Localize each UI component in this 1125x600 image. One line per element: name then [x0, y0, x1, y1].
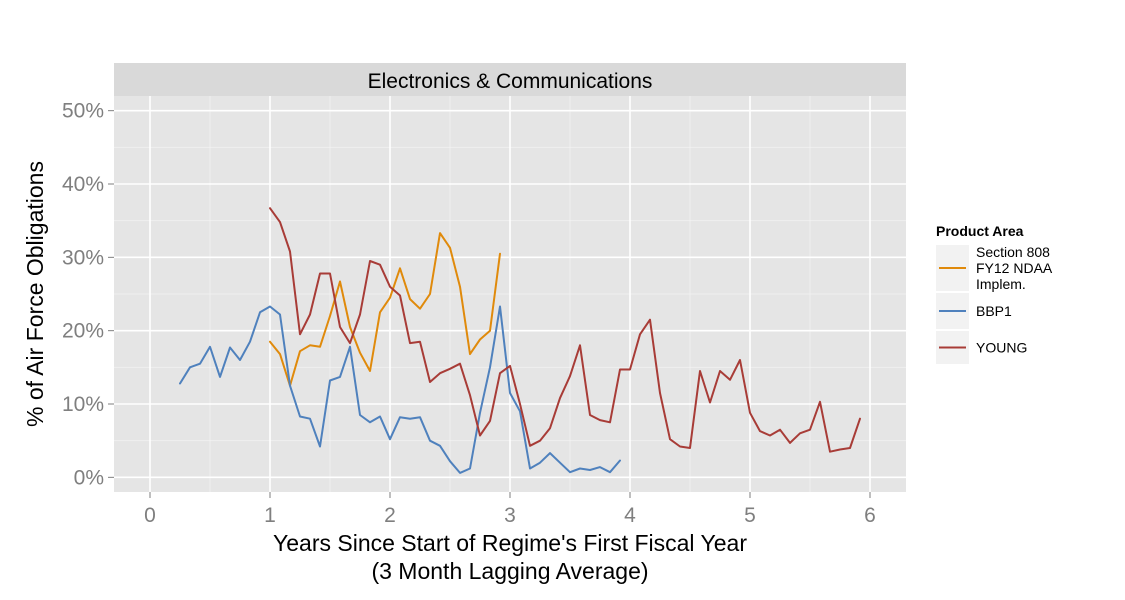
legend-title: Product Area: [936, 223, 1024, 239]
young-line: [269, 207, 861, 453]
legend-label: YOUNG: [976, 340, 1027, 356]
y-tick-label: 40%: [62, 173, 104, 196]
y-axis-title: % of Air Force Obligations: [22, 161, 48, 427]
bbp1-line: [179, 305, 621, 474]
x-tick-label: 0: [144, 504, 156, 527]
section-808-line: [269, 232, 501, 387]
strip-background: [114, 63, 906, 96]
major-grid: [114, 96, 906, 492]
x-axis-title-line-1: Years Since Start of Regime's First Fisc…: [273, 530, 747, 556]
x-tick-label: 5: [744, 504, 756, 527]
y-tick-label: 30%: [62, 246, 104, 269]
x-axis: 0 1 2 3 4 5 6: [144, 492, 876, 527]
legend-label: FY12 NDAA: [976, 260, 1053, 276]
y-tick-label: 20%: [62, 320, 104, 343]
legend-label: Implem.: [976, 276, 1026, 292]
facet-title: Electronics & Communications: [368, 70, 653, 93]
y-tick-label: 50%: [62, 100, 104, 123]
x-tick-label: 4: [624, 504, 636, 527]
x-axis-title-line-2: (3 Month Lagging Average): [371, 558, 648, 584]
x-tick-label: 1: [264, 504, 276, 527]
y-axis: 0% 10% 20% 30% 40% 50%: [62, 100, 114, 489]
x-tick-label: 3: [504, 504, 516, 527]
y-tick-label: 10%: [62, 393, 104, 416]
legend-label: Section 808: [976, 244, 1050, 260]
x-tick-label: 2: [384, 504, 396, 527]
y-tick-label: 0%: [74, 466, 104, 489]
legend-label: BBP1: [976, 303, 1012, 319]
x-tick-label: 6: [864, 504, 876, 527]
series-layer: [179, 207, 861, 474]
